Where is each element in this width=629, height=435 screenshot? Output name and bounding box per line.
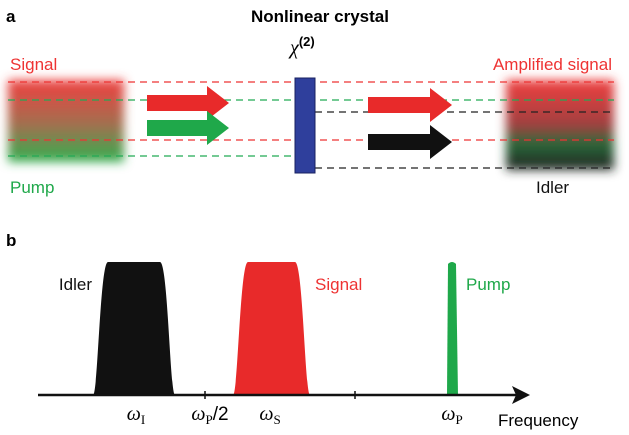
signal-label: Signal — [10, 55, 57, 74]
signal-arrow — [368, 88, 452, 122]
tick-sub: S — [273, 412, 280, 427]
tick-symbol: ω — [191, 403, 205, 425]
axis-arrow — [512, 386, 530, 404]
tick-symbol: ω — [259, 403, 273, 425]
tick-label: ωS — [259, 403, 280, 427]
signal-peak — [233, 262, 310, 395]
tick-symbol: ω — [441, 403, 455, 425]
input-beam — [8, 80, 124, 162]
idler-peak-label: Idler — [59, 275, 92, 294]
tick-symbol: ω — [127, 403, 141, 425]
pump-peak — [447, 262, 458, 395]
tick-sub: P — [206, 412, 213, 427]
tick-label: ωP/2 — [191, 403, 228, 427]
tick-label: ωP — [441, 403, 462, 427]
panel-label: a — [6, 7, 16, 26]
axis-label: Frequency — [498, 411, 579, 430]
tick-sub: P — [455, 412, 462, 427]
chi-order: (2) — [299, 34, 315, 49]
idler-label: Idler — [536, 178, 569, 197]
amplified-signal-label: Amplified signal — [493, 55, 612, 74]
pump-peak-label: Pump — [466, 275, 510, 294]
signal-peak-label: Signal — [315, 275, 362, 294]
crystal — [294, 77, 316, 174]
idler-peak — [93, 262, 175, 395]
crystal-label: Nonlinear crystal — [251, 7, 389, 26]
tick-label: ωI — [127, 403, 145, 427]
idler-arrow — [368, 125, 452, 159]
tick-sub: I — [141, 412, 145, 427]
pump-label: Pump — [10, 178, 54, 197]
signal-arrow — [147, 86, 229, 120]
chi-label: χ(2) — [288, 34, 315, 59]
tick-suffix: /2 — [213, 404, 229, 425]
chi-symbol: χ — [288, 37, 300, 59]
output-beam — [506, 80, 614, 170]
panel-label: b — [6, 231, 16, 250]
pump-arrow — [147, 111, 229, 145]
